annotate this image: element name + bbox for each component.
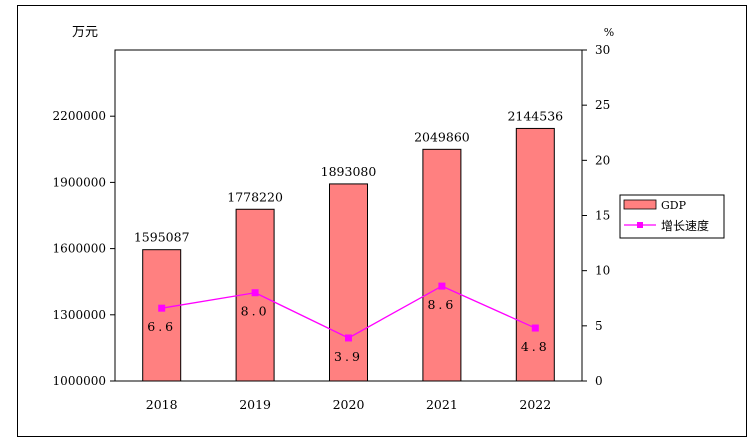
legend-growth-label: 增长速度 xyxy=(661,218,709,233)
right-axis-unit: % xyxy=(604,26,614,39)
growth-marker xyxy=(251,289,259,297)
gdp-data-label: 1595087 xyxy=(134,230,190,245)
legend: GDP 增长速度 xyxy=(619,194,725,239)
left-axis-tick-label: 1000000 xyxy=(53,374,106,388)
right-axis-tick-label: 15 xyxy=(595,209,610,223)
gdp-data-label: 1893080 xyxy=(321,164,377,179)
growth-marker xyxy=(438,282,446,290)
gdp-bar xyxy=(329,183,368,382)
x-axis-labels: 2018 2019 2020 2021 2022 xyxy=(146,397,551,412)
right-axis-tick-label: 0 xyxy=(595,374,603,388)
left-axis-unit: 万元 xyxy=(72,25,98,40)
legend-gdp-label: GDP xyxy=(661,199,687,212)
x-axis-tick-label: 2018 xyxy=(146,397,178,412)
right-axis: 0 5 10 15 20 25 30 xyxy=(582,43,610,388)
growth-marker xyxy=(345,334,352,342)
left-axis: 1000000 1300000 1600000 1900000 2200000 xyxy=(53,109,115,388)
growth-data-label: 8.6 xyxy=(427,297,456,312)
chart-frame xyxy=(17,5,747,437)
gdp-bar xyxy=(142,249,182,382)
left-axis-tick-label: 1600000 xyxy=(53,242,106,256)
right-axis-tick-label: 30 xyxy=(595,43,610,57)
legend-gdp-swatch xyxy=(623,199,657,210)
growth-marker xyxy=(531,324,539,332)
gdp-bar xyxy=(515,127,555,382)
right-axis-tick-label: 5 xyxy=(595,319,603,333)
right-axis-tick-label: 10 xyxy=(595,264,610,278)
growth-data-label: 6.6 xyxy=(147,319,176,334)
left-axis-tick-label: 1900000 xyxy=(53,175,106,189)
gdp-bars: 1595087 1778220 1893080 2049860 2144536 xyxy=(134,108,563,382)
x-axis-tick-label: 2022 xyxy=(519,397,551,412)
growth-marker xyxy=(158,304,166,312)
growth-data-label: 8.0 xyxy=(241,304,270,319)
x-axis-tick-label: 2021 xyxy=(426,397,458,412)
x-axis-tick-label: 2019 xyxy=(239,397,271,412)
left-axis-tick-label: 2200000 xyxy=(53,109,106,123)
gdp-data-label: 1778220 xyxy=(227,189,283,204)
x-axis-tick-label: 2020 xyxy=(333,397,365,412)
left-axis-tick-label: 1300000 xyxy=(53,308,106,322)
right-axis-tick-label: 20 xyxy=(595,153,610,167)
legend-growth-marker xyxy=(637,222,643,228)
gdp-bar xyxy=(422,148,462,382)
gdp-data-label: 2049860 xyxy=(414,129,470,144)
right-axis-tick-label: 25 xyxy=(595,98,610,112)
gdp-data-label: 2144536 xyxy=(507,108,563,123)
growth-line: 6.6 8.0 3.9 8.6 4.8 xyxy=(147,282,550,364)
growth-data-label: 3.9 xyxy=(334,349,363,364)
growth-data-label: 4.8 xyxy=(521,339,550,354)
